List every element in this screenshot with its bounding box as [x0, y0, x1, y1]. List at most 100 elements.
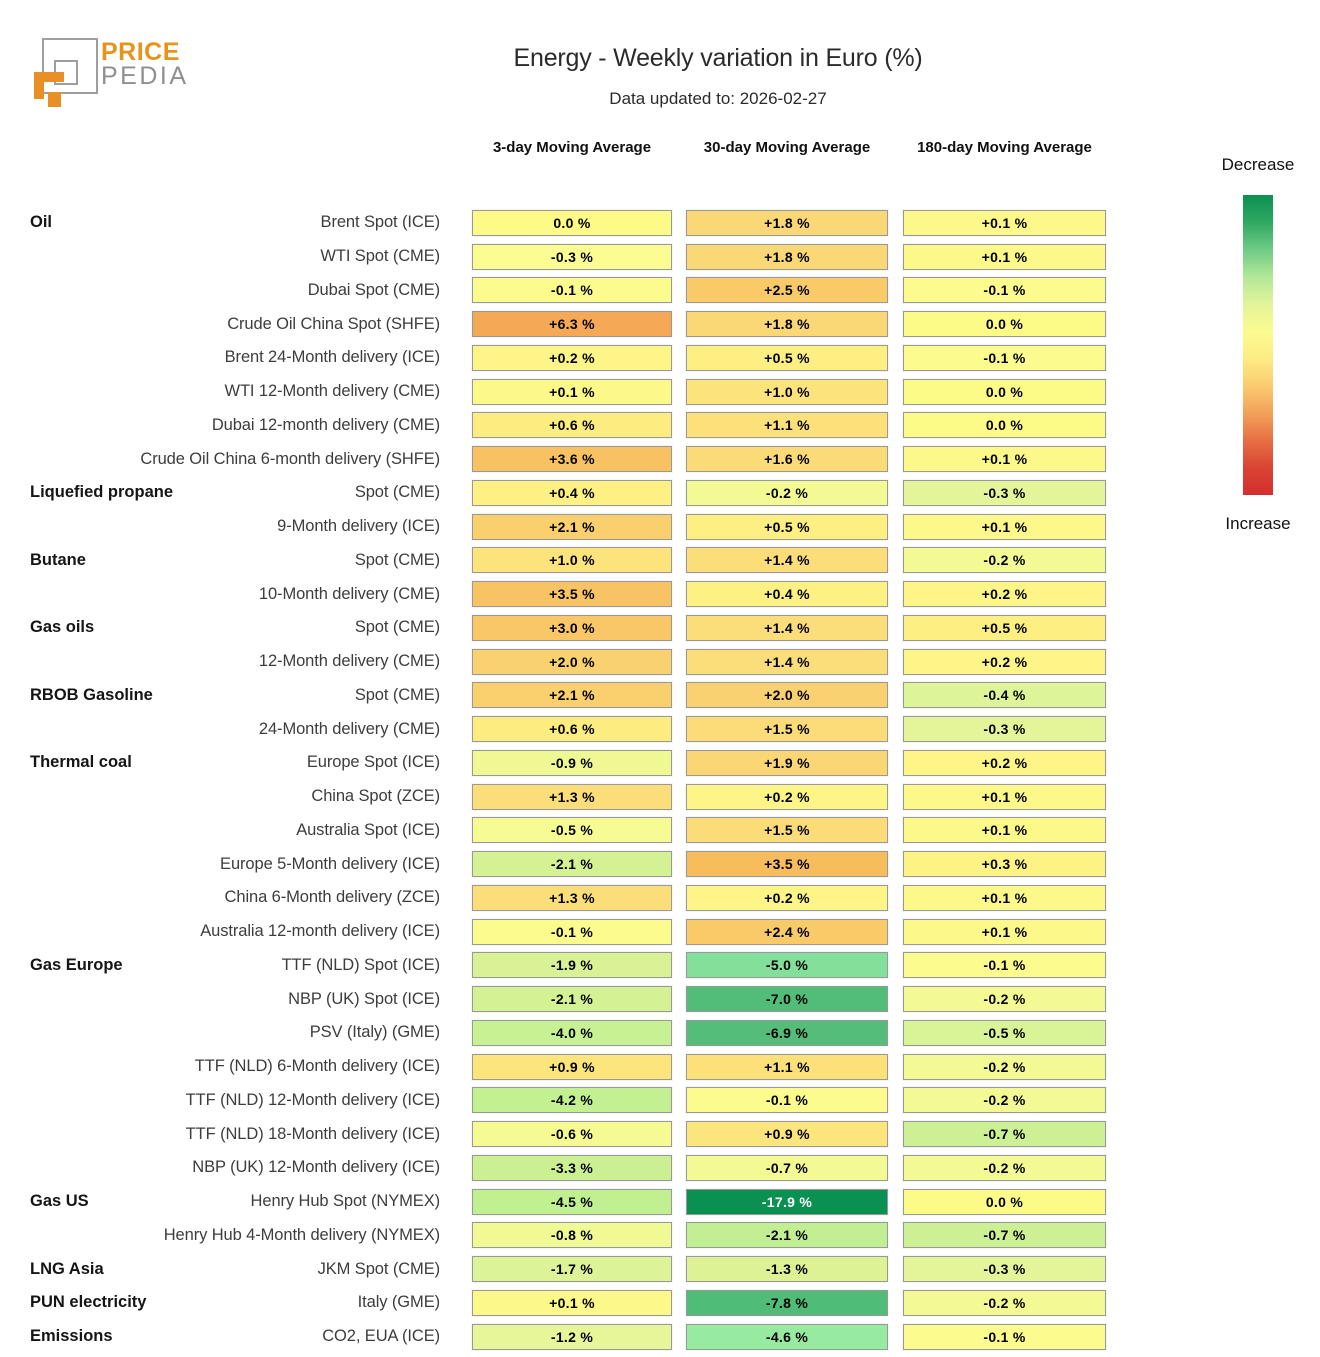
cell-3day-value: -0.1 %: [472, 918, 672, 945]
cell-3day-value: -0.6 %: [472, 1121, 672, 1148]
cell-180day-value: -0.1 %: [903, 952, 1106, 979]
cell-3day-value: -0.8 %: [472, 1222, 672, 1249]
row-label: TTF (NLD) 12-Month delivery (ICE): [185, 1090, 440, 1109]
cell-3day-value: +0.2 %: [472, 344, 672, 371]
cell-3day-value: -1.9 %: [472, 952, 672, 979]
heatmap-row: Thermal coal Europe Spot (ICE) -0.9 % +1…: [0, 746, 1106, 780]
cell-30day-value: +2.0 %: [686, 682, 888, 709]
category-label: Emissions: [30, 1327, 113, 1346]
cell-180day-value: -0.2 %: [903, 1154, 1106, 1181]
cell-30day-value: -6.9 %: [686, 1019, 888, 1046]
cell-3day-value: -0.1 %: [472, 277, 672, 304]
row-label: 9-Month delivery (ICE): [277, 517, 440, 536]
cell-30day-value: -5.0 %: [686, 952, 888, 979]
cell-30day-value: -7.8 %: [686, 1289, 888, 1316]
row-label: Brent Spot (ICE): [320, 213, 441, 232]
row-label: Crude Oil China 6-month delivery (SHFE): [140, 449, 440, 468]
logo-orange-angle-icon: [34, 72, 64, 82]
cell-30day-value: -1.3 %: [686, 1256, 888, 1283]
heatmap-row: TTF (NLD) 6-Month delivery (ICE) +0.9 % …: [0, 1050, 1106, 1084]
row-label: 24-Month delivery (CME): [258, 719, 440, 738]
row-label: China Spot (ZCE): [311, 787, 440, 806]
heatmap-row: 12-Month delivery (CME) +2.0 % +1.4 % +0…: [0, 645, 1106, 679]
cell-3day-value: +3.5 %: [472, 581, 672, 608]
cell-3day-value: 0.0 %: [472, 209, 672, 236]
heatmap-row: Oil Brent Spot (ICE) 0.0 % +1.8 % +0.1 %: [0, 206, 1106, 240]
cell-180day-value: +0.2 %: [903, 648, 1106, 675]
row-label: Henry Hub 4-Month delivery (NYMEX): [163, 1225, 440, 1244]
cell-180day-value: -0.2 %: [903, 986, 1106, 1013]
category-label: PUN electricity: [30, 1293, 147, 1312]
heatmap-row: TTF (NLD) 18-Month delivery (ICE) -0.6 %…: [0, 1117, 1106, 1151]
heatmap-row: RBOB Gasoline Spot (CME) +2.1 % +2.0 % -…: [0, 679, 1106, 713]
row-label: Brent 24-Month delivery (ICE): [224, 348, 440, 367]
cell-180day-value: +0.1 %: [903, 817, 1106, 844]
row-label: Dubai Spot (CME): [307, 280, 440, 299]
cell-3day-value: -2.1 %: [472, 851, 672, 878]
cell-3day-value: +6.3 %: [472, 311, 672, 338]
cell-3day-value: +0.1 %: [472, 378, 672, 405]
row-label: 12-Month delivery (CME): [258, 652, 440, 671]
cell-3day-value: +0.4 %: [472, 479, 672, 506]
cell-3day-value: +0.6 %: [472, 716, 672, 743]
cell-3day-value: +1.0 %: [472, 547, 672, 574]
cell-30day-value: -17.9 %: [686, 1188, 888, 1215]
cell-180day-value: -0.3 %: [903, 716, 1106, 743]
heatmap-row: Europe 5-Month delivery (ICE) -2.1 % +3.…: [0, 847, 1106, 881]
logo-orange-square-icon: [48, 92, 61, 107]
cell-3day-value: -4.2 %: [472, 1087, 672, 1114]
cell-180day-value: -0.2 %: [903, 1289, 1106, 1316]
cell-3day-value: +1.3 %: [472, 783, 672, 810]
heatmap-row: LNG Asia JKM Spot (CME) -1.7 % -1.3 % -0…: [0, 1252, 1106, 1286]
cell-3day-value: -0.9 %: [472, 749, 672, 776]
cell-180day-value: -0.1 %: [903, 277, 1106, 304]
cell-30day-value: -0.7 %: [686, 1154, 888, 1181]
heatmap-row: NBP (UK) Spot (ICE) -2.1 % -7.0 % -0.2 %: [0, 982, 1106, 1016]
cell-30day-value: +0.5 %: [686, 344, 888, 371]
cell-3day-value: +2.1 %: [472, 682, 672, 709]
row-label: Spot (CME): [354, 483, 440, 502]
legend-colorbar: [1243, 195, 1273, 495]
row-label: 10-Month delivery (CME): [258, 584, 440, 603]
heatmap-row: 24-Month delivery (CME) +0.6 % +1.5 % -0…: [0, 712, 1106, 746]
cell-30day-value: +1.4 %: [686, 614, 888, 641]
heatmap-row: China Spot (ZCE) +1.3 % +0.2 % +0.1 %: [0, 780, 1106, 814]
cell-180day-value: +0.1 %: [903, 884, 1106, 911]
cell-30day-value: +0.2 %: [686, 884, 888, 911]
cell-180day-value: +0.2 %: [903, 749, 1106, 776]
heatmap-row: Australia 12-month delivery (ICE) -0.1 %…: [0, 915, 1106, 949]
category-label: RBOB Gasoline: [30, 685, 153, 704]
cell-30day-value: +0.5 %: [686, 513, 888, 540]
cell-180day-value: 0.0 %: [903, 1188, 1106, 1215]
category-label: Gas oils: [30, 618, 95, 637]
cell-180day-value: -0.2 %: [903, 1087, 1106, 1114]
row-label: WTI Spot (CME): [320, 247, 440, 266]
cell-30day-value: -0.1 %: [686, 1087, 888, 1114]
row-label: Australia 12-month delivery (ICE): [200, 922, 440, 941]
heatmap-rows: Oil Brent Spot (ICE) 0.0 % +1.8 % +0.1 %…: [0, 206, 1106, 1354]
cell-30day-value: -4.6 %: [686, 1323, 888, 1350]
cell-3day-value: -1.7 %: [472, 1256, 672, 1283]
legend-increase-label: Increase: [1225, 514, 1291, 533]
cell-3day-value: +1.3 %: [472, 884, 672, 911]
row-label: Henry Hub Spot (NYMEX): [250, 1192, 441, 1211]
logo-square-outline-icon: [42, 38, 98, 94]
cell-30day-value: +1.8 %: [686, 311, 888, 338]
row-label: Europe Spot (ICE): [306, 753, 440, 772]
cell-180day-value: -0.7 %: [903, 1121, 1106, 1148]
heatmap-row: PSV (Italy) (GME) -4.0 % -6.9 % -0.5 %: [0, 1016, 1106, 1050]
heatmap-row: NBP (UK) 12-Month delivery (ICE) -3.3 % …: [0, 1151, 1106, 1185]
heatmap-row: Brent 24-Month delivery (ICE) +0.2 % +0.…: [0, 341, 1106, 375]
cell-180day-value: 0.0 %: [903, 412, 1106, 439]
cell-30day-value: +2.4 %: [686, 918, 888, 945]
row-label: TTF (NLD) 18-Month delivery (ICE): [185, 1124, 440, 1143]
cell-180day-value: +0.1 %: [903, 446, 1106, 473]
category-label: Gas US: [30, 1192, 89, 1211]
cell-180day-value: -0.3 %: [903, 479, 1106, 506]
cell-180day-value: 0.0 %: [903, 311, 1106, 338]
heatmap-row: Liquefied propane Spot (CME) +0.4 % -0.2…: [0, 476, 1106, 510]
heatmap-row: Dubai 12-month delivery (CME) +0.6 % +1.…: [0, 409, 1106, 443]
heatmap-row: China 6-Month delivery (ZCE) +1.3 % +0.2…: [0, 881, 1106, 915]
row-label: Crude Oil China Spot (SHFE): [227, 314, 440, 333]
cell-30day-value: +0.9 %: [686, 1121, 888, 1148]
